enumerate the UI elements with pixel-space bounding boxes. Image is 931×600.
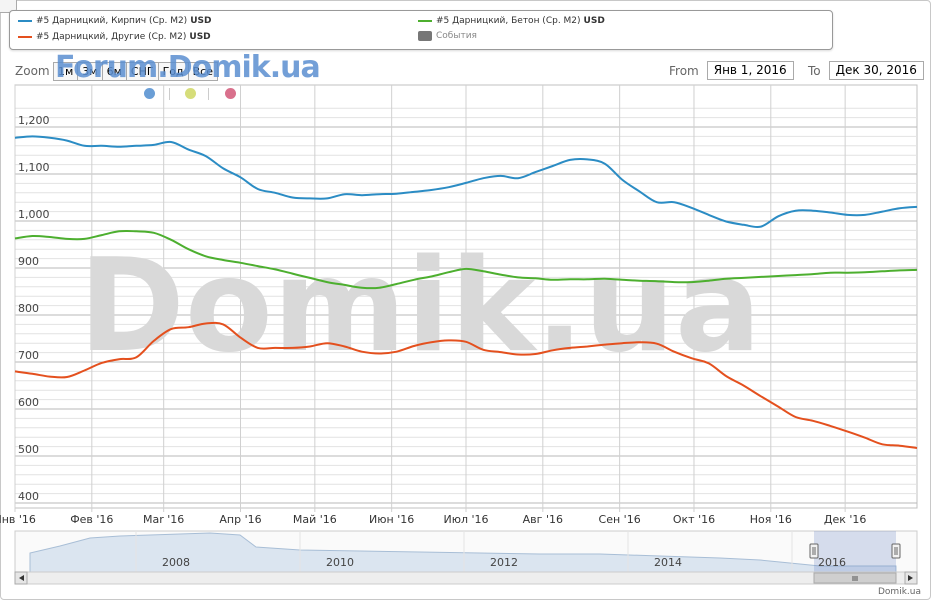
forum-watermark: Forum.Domik.ua [55, 50, 321, 85]
legend-unit-brick: USD [190, 16, 212, 26]
event-flag-dot[interactable] [185, 88, 196, 99]
zoom-all-button[interactable]: Все [192, 65, 213, 78]
zoom-ytd-button[interactable]: СНГ [127, 63, 159, 80]
legend-unit-concrete: USD [583, 16, 605, 26]
zoom-1y-button[interactable]: Год [159, 63, 189, 80]
zoom-button-group: 1м 3м 6м СНГ Год Все [53, 62, 218, 81]
range-from-label: From [669, 63, 699, 78]
range-to: To Дек 30, 2016 [808, 61, 924, 80]
flag-separator [169, 88, 170, 100]
range-to-label: To [808, 63, 821, 78]
zoom-6m-button[interactable]: 6м [103, 63, 127, 80]
legend-label-events: События [436, 31, 477, 41]
range-from: From Янв 1, 2016 [669, 61, 794, 80]
event-flag-dot[interactable] [225, 88, 236, 99]
legend-swatch-brick [18, 20, 32, 22]
zoom-label: Zoom [15, 64, 50, 78]
legend-item-brick[interactable]: #5 Дарницкий, Кирпич (Ср. M2) USD [18, 16, 211, 26]
range-from-input[interactable]: Янв 1, 2016 [706, 61, 794, 80]
legend-swatch-other [18, 36, 32, 38]
event-flag-dot[interactable] [144, 88, 155, 99]
legend: #5 Дарницкий, Кирпич (Ср. M2) USD #5 Дар… [9, 10, 833, 50]
legend-label-concrete: #5 Дарницкий, Бетон (Ср. M2) [436, 16, 581, 26]
legend-unit-other: USD [189, 32, 211, 42]
legend-item-concrete[interactable]: #5 Дарницкий, Бетон (Ср. M2) USD [418, 16, 605, 26]
zoom-1m-button[interactable]: 1м [54, 63, 79, 80]
legend-item-other[interactable]: #5 Дарницкий, Другие (Ср. M2) USD [18, 32, 211, 42]
legend-events-swatch [418, 31, 432, 41]
legend-swatch-concrete [418, 20, 432, 22]
zoom-3m-button[interactable]: 3м [78, 63, 103, 80]
credits[interactable]: Domik.ua [878, 587, 921, 597]
legend-label-brick: #5 Дарницкий, Кирпич (Ср. M2) [36, 16, 188, 26]
legend-toggle-tab[interactable] [0, 0, 17, 13]
flag-separator [208, 88, 209, 100]
range-to-input[interactable]: Дек 30, 2016 [828, 61, 924, 80]
legend-item-events[interactable]: События [418, 31, 477, 41]
legend-label-other: #5 Дарницкий, Другие (Ср. M2) [36, 32, 187, 42]
